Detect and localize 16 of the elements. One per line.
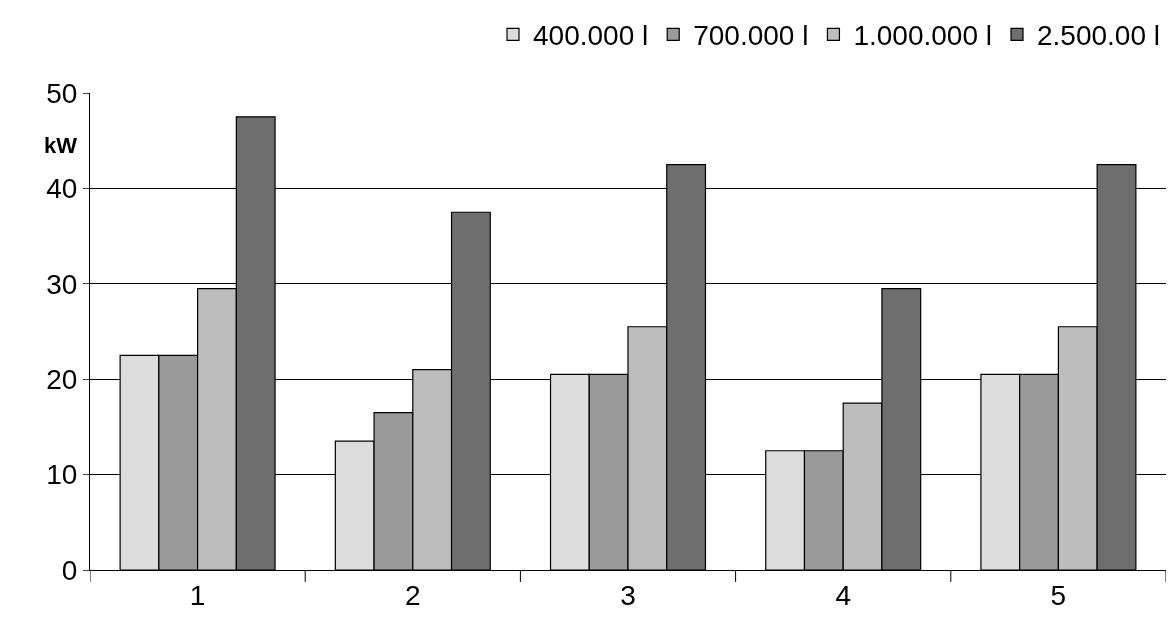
x-tick-label: 1 [189, 579, 206, 611]
y-tick-label: 0 [61, 554, 78, 586]
y-axis-title: kW [44, 133, 78, 158]
x-tick-label: 5 [1050, 579, 1067, 611]
legend-label: 700.000 l [693, 20, 809, 52]
y-tick-label: 40 [46, 173, 78, 205]
x-tick-label: 2 [405, 579, 421, 611]
y-tick-label: 10 [46, 459, 78, 491]
x-tick-label: 4 [835, 579, 851, 611]
y-tick-label: 20 [46, 364, 78, 395]
y-tick-label: 30 [46, 268, 78, 300]
legend-label: 2.500.00 l [1037, 20, 1161, 52]
legend-label: 400.000 l [533, 20, 649, 52]
y-tick-label: 50 [46, 77, 78, 109]
x-tick-label: 3 [620, 579, 636, 611]
legend-label: 1.000.000 l [853, 20, 993, 52]
